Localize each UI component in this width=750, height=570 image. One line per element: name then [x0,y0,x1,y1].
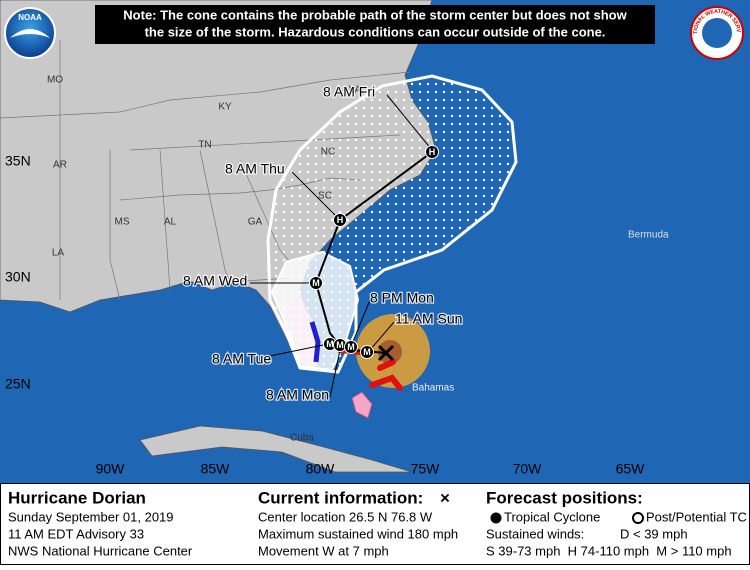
legend-winds-title: Sustained winds: [486,526,584,541]
note-text: Note: The cone contains the probable pat… [123,7,627,22]
advisory: 11 AM EDT Advisory 33 [8,526,144,541]
max-wind: Maximum sustained wind 180 mph [258,526,458,541]
lon-label: 65W [616,461,646,477]
state-label: NC [321,147,335,158]
movement: Movement W at 7 mph [258,543,389,558]
forecast-time: 8 PM Mon [370,290,434,306]
track-marker-label: H [337,215,344,225]
forecast-time: 8 AM Thu [225,161,285,177]
note-text: the size of the storm. Hazardous conditi… [145,24,606,39]
current-symbol: × [440,488,450,507]
noaa-bird [10,29,50,38]
track-marker-label: H [429,147,436,157]
lat-label: 30N [5,269,31,285]
bahamas-warning [351,391,373,419]
track-marker [425,145,439,159]
track-marker [309,276,323,290]
forecast-time: 8 AM Fri [323,84,375,100]
lon-label: 85W [201,461,231,477]
state-label: SC [318,191,332,202]
state-labels: MO KY VA TN NC AR SC MS AL GA LA [47,75,362,259]
storm-name: Hurricane Dorian [8,488,146,507]
storm-surge-warning [309,321,321,363]
track-marker [360,345,374,359]
forecast-time: 8 AM Wed [183,273,247,289]
track-marker-label: M [326,339,334,349]
legend-post-icon [632,512,644,524]
cuba-land [139,425,413,473]
center-name: NWS National Hurricane Center [8,543,193,558]
lon-label: 80W [306,461,336,477]
track-marker-label: M [312,278,320,288]
state-label: TN [198,140,211,151]
nws-logo-center [702,18,732,48]
legend-post: Post/Potential TC [646,509,747,524]
info-panel [0,483,750,565]
state-label: AL [164,217,177,228]
hurricane-winds [378,340,402,364]
lon-label: 90W [96,461,126,477]
state-label: MO [47,75,63,86]
legend-d: D < 39 mph [620,526,688,541]
state-label: GA [248,217,263,228]
note-box [95,5,655,44]
date: Sunday September 01, 2019 [8,509,174,524]
track-marker-label: M [347,342,355,352]
leader-lines [250,94,433,398]
noaa-label: NOAA [18,13,42,22]
place-label: Bermuda [628,230,669,241]
forecast-time: 8 AM Tue [212,351,271,367]
current-position [377,344,395,362]
state-label: AR [53,160,67,171]
forecast-time: 8 AM Mon [266,387,329,403]
legend-tropical-icon [490,512,502,524]
place-label: Bahamas [412,383,454,394]
place-label: Cuba [290,433,314,444]
lat-label: 35N [5,153,31,169]
lon-label: 75W [411,461,441,477]
lon-label: 70W [513,461,543,477]
location: Center location 26.5 N 76.8 W [258,509,433,524]
lat-label: 25N [5,376,31,392]
legend-tropical: Tropical Cyclone [504,509,600,524]
track-marker [333,213,347,227]
state-label: KY [218,102,232,113]
legend-title: Forecast positions: [486,488,643,507]
state-label: VA [349,85,362,96]
state-label: LA [52,248,65,259]
state-label: MS [115,217,130,228]
track-marker [344,340,358,354]
legend-categories: S 39-73 mph H 74-110 mph M > 110 mph [486,543,732,558]
track-marker-label: M [336,340,344,350]
current-title: Current information: [258,488,423,507]
forecast-time: 11 AM Sun [395,311,462,327]
track-marker-label: M [363,347,371,357]
